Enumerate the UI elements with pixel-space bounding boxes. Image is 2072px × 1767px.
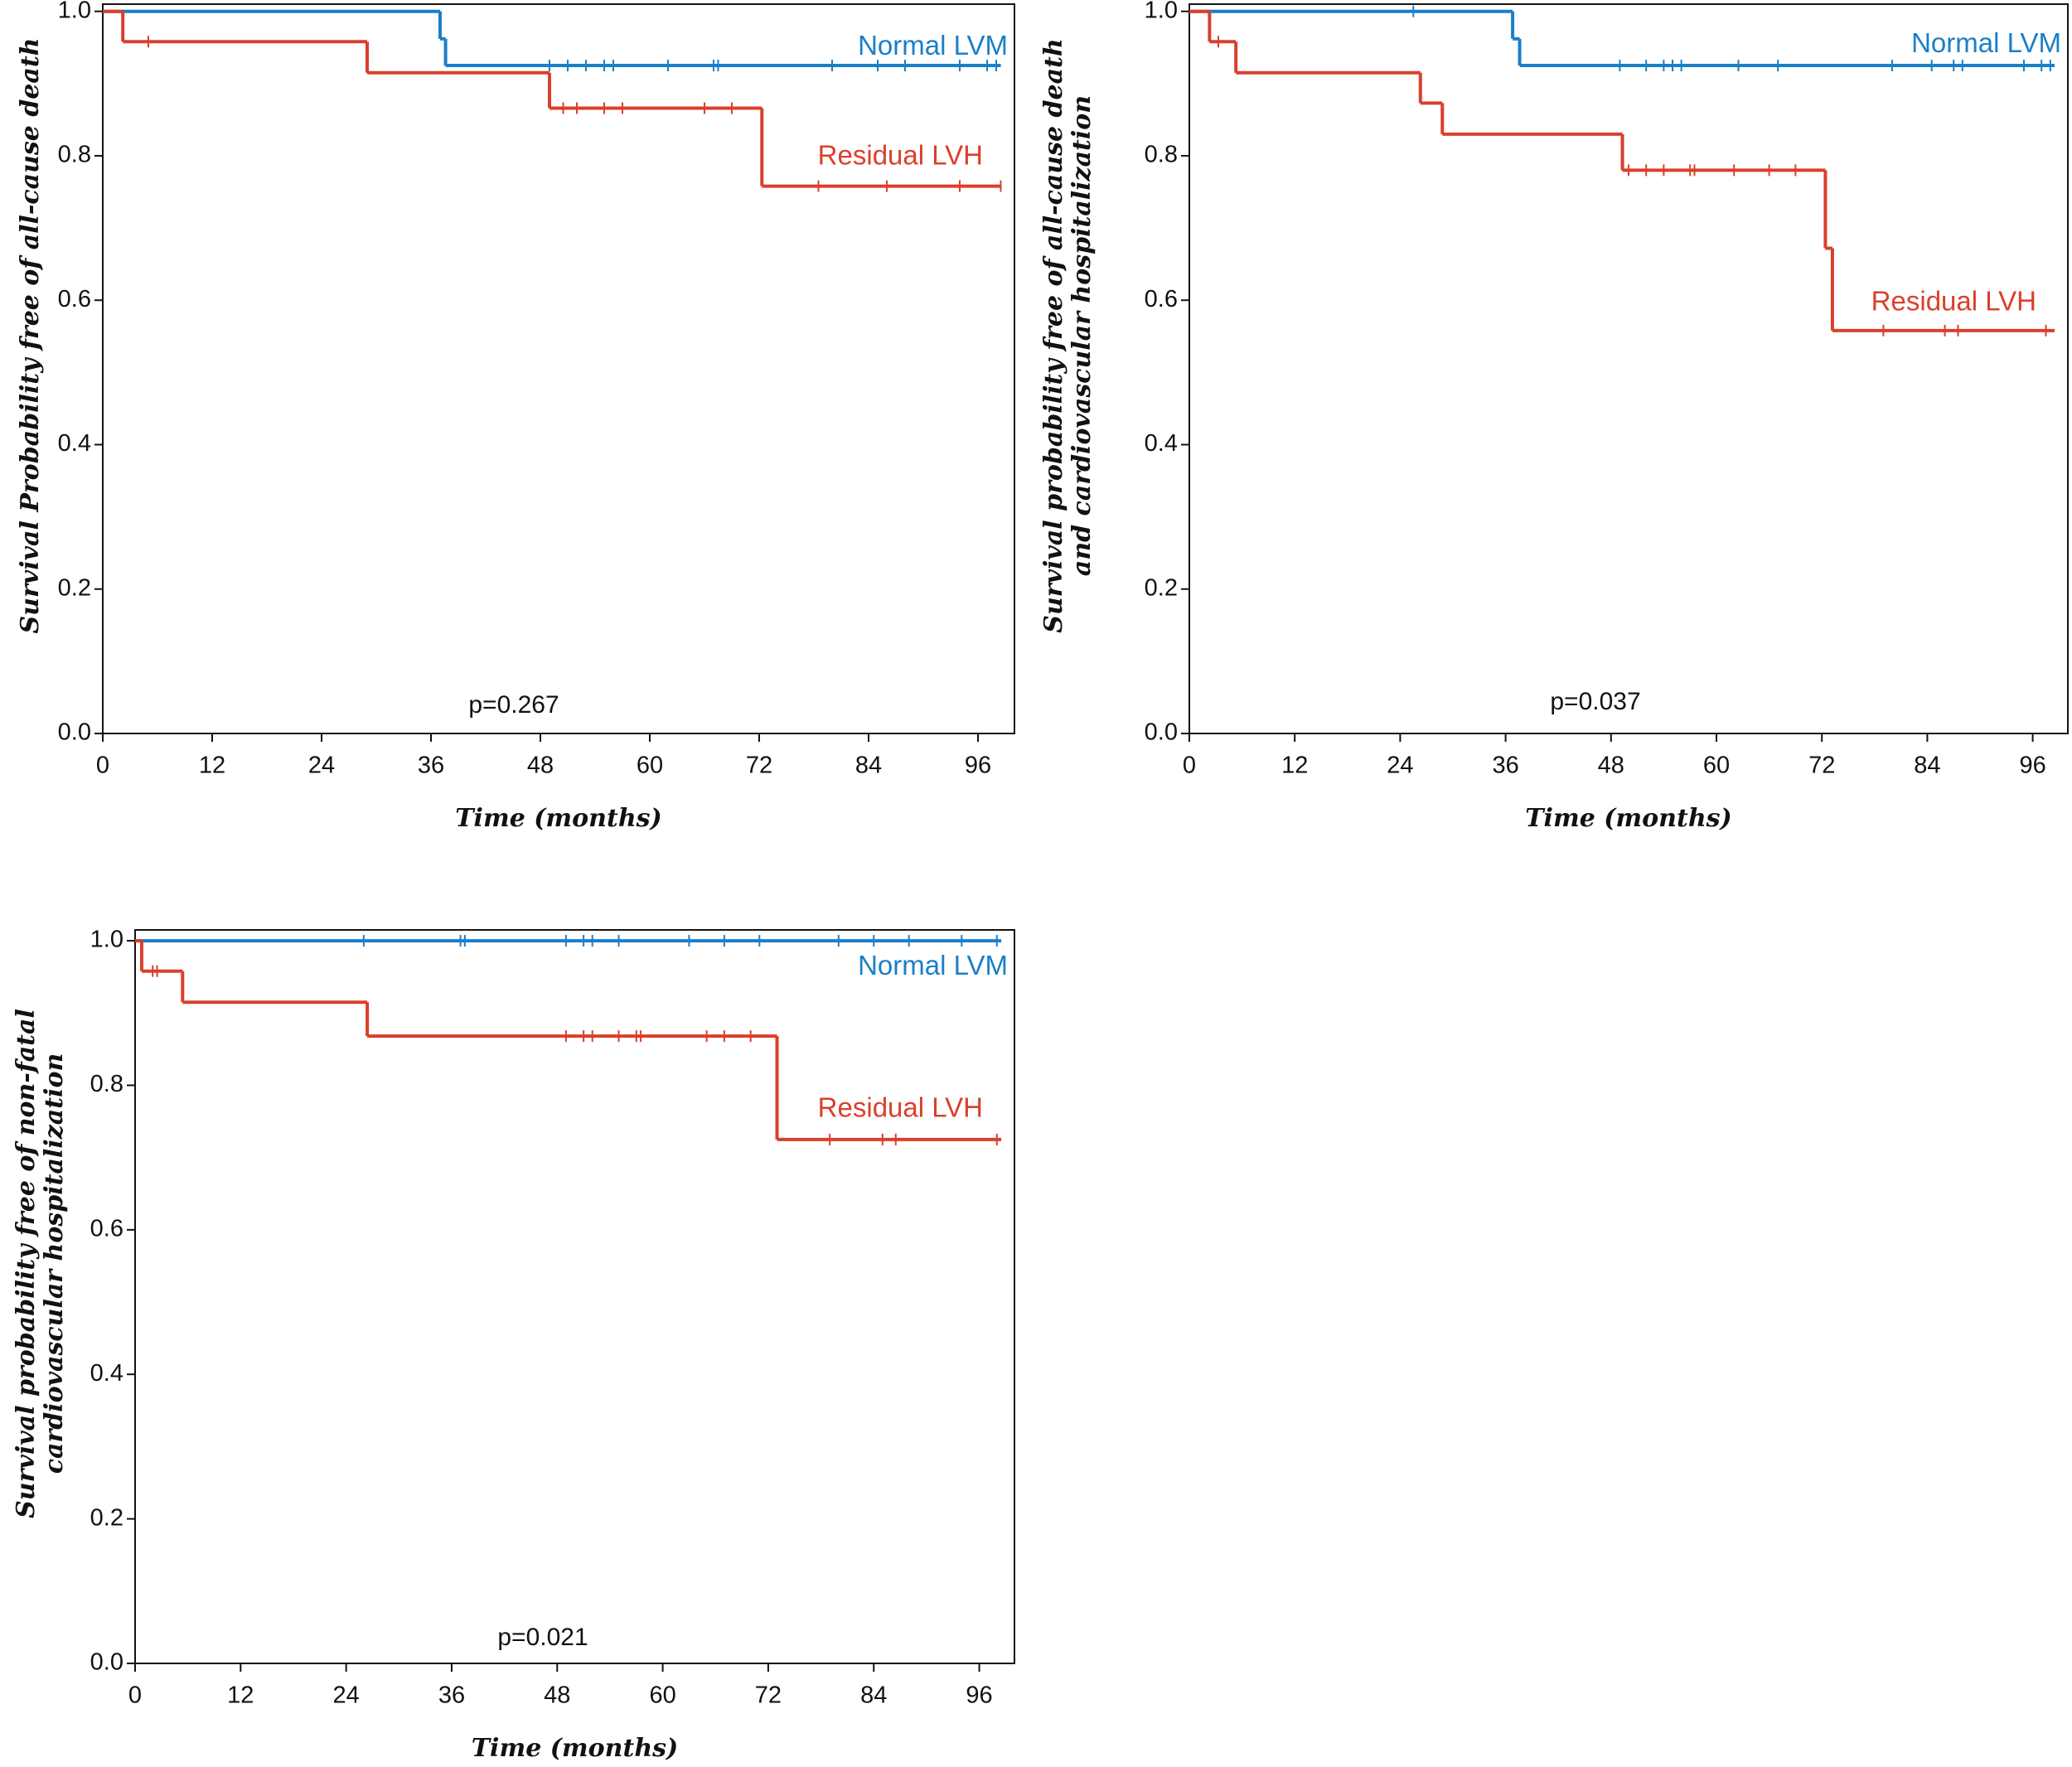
x-tick-label: 84	[860, 1682, 887, 1709]
x-tick-label: 72	[1808, 753, 1835, 779]
p-value: p=0.037	[1550, 688, 1640, 715]
x-tick-label: 48	[544, 1682, 570, 1709]
y-tick-label: 0.0	[58, 719, 91, 746]
x-tick-label: 72	[746, 753, 772, 779]
x-tick-label: 36	[1492, 753, 1518, 779]
x-tick-label: 0	[96, 753, 109, 779]
x-tick-label: 84	[855, 753, 882, 779]
x-tick-label: 0	[1183, 753, 1196, 779]
y-tick-label: 0.0	[90, 1649, 123, 1676]
y-tick-label: 0.4	[58, 430, 91, 457]
y-tick-label: 0.0	[1145, 719, 1178, 746]
x-tick-label: 48	[527, 753, 554, 779]
y-tick-label: 0.6	[58, 286, 91, 312]
plot-frame	[134, 929, 1015, 1664]
x-tick-label: 36	[418, 753, 444, 779]
p-value: p=0.021	[497, 1624, 588, 1651]
legend-label: Residual LVH	[818, 139, 983, 170]
y-tick-label: 1.0	[1145, 0, 1178, 23]
x-tick-label: 84	[1914, 753, 1940, 779]
x-tick-label: 12	[199, 753, 225, 779]
x-tick-label: 60	[637, 753, 663, 779]
legend-label: Residual LVH	[1871, 286, 2036, 317]
p-value: p=0.267	[468, 691, 559, 719]
x-tick-label: 24	[308, 753, 335, 779]
legend-label: Normal LVM	[1911, 27, 2061, 58]
x-tick-label: 36	[438, 1682, 465, 1709]
y-tick-label: 0.8	[90, 1071, 123, 1097]
legend-label: Normal LVM	[858, 30, 1008, 61]
y-tick-label: 0.2	[90, 1504, 123, 1531]
x-axis-title: Time (months)	[472, 1734, 679, 1763]
x-tick-label: 60	[1703, 753, 1730, 779]
x-tick-label: 48	[1598, 753, 1624, 779]
y-tick-label: 0.2	[1145, 574, 1178, 601]
x-axis-title: Time (months)	[455, 804, 662, 833]
y-axis-title: Survival probability free of non-fatal	[12, 1009, 41, 1518]
plot-frame	[102, 3, 1015, 734]
x-tick-label: 96	[965, 753, 991, 779]
y-tick-label: 0.8	[58, 142, 91, 168]
x-tick-label: 0	[128, 1682, 142, 1709]
x-tick-label: 24	[333, 1682, 360, 1709]
y-tick-label: 0.8	[1145, 142, 1178, 168]
y-axis-title: Survival Probability free of all-cause d…	[16, 38, 45, 634]
y-tick-label: 0.6	[90, 1216, 123, 1242]
y-tick-label: 0.2	[58, 574, 91, 601]
y-tick-label: 0.4	[1145, 430, 1178, 457]
y-tick-label: 0.6	[1145, 286, 1178, 312]
y-tick-label: 0.4	[90, 1360, 123, 1387]
y-tick-label: 1.0	[58, 0, 91, 23]
y-axis-title: and cardiovascular hospitalization	[1067, 95, 1097, 576]
plot-frame	[1188, 3, 2069, 734]
legend-label: Residual LVH	[818, 1092, 983, 1123]
x-tick-label: 96	[966, 1682, 992, 1709]
x-tick-label: 96	[2019, 753, 2045, 779]
x-axis-title: Time (months)	[1525, 804, 1732, 833]
x-tick-label: 12	[1281, 753, 1308, 779]
y-axis-title: Survival probability free of all-cause d…	[1039, 38, 1068, 632]
x-tick-label: 72	[755, 1682, 782, 1709]
x-tick-label: 24	[1387, 753, 1413, 779]
legend-label: Normal LVM	[858, 950, 1008, 980]
x-tick-label: 60	[649, 1682, 675, 1709]
y-tick-label: 1.0	[90, 927, 123, 953]
y-axis-title: cardiovascular hospitalization	[40, 1053, 69, 1474]
x-tick-label: 12	[227, 1682, 254, 1709]
